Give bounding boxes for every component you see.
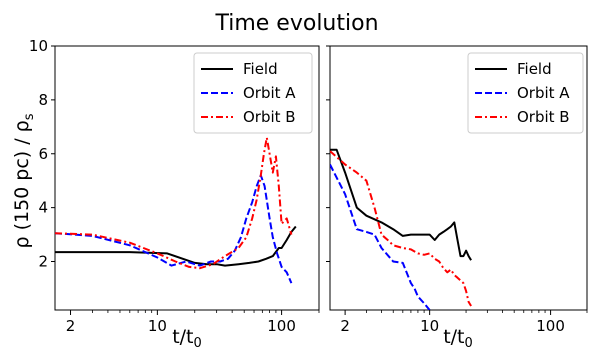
right-x-axis-label-main: t/t	[443, 326, 464, 347]
left-panel: 2 4 6 8 10 2 10 100 Field Orbit A Orbit B t/t0	[29, 37, 320, 347]
left-legend-orbitb-label: Orbit B	[243, 108, 296, 126]
right-legend-orbitb-label: Orbit B	[517, 108, 570, 126]
right-panel: 2 10 100 Field Orbit A Orbit B t/t0	[326, 45, 588, 347]
left-legend-orbita-label: Orbit A	[243, 84, 296, 102]
left-series-orbit-a	[55, 174, 293, 284]
left-x-tick-label: 100	[267, 317, 296, 335]
right-panel-ticks: 2 10 100	[326, 45, 588, 335]
left-panel-frame	[54, 45, 320, 311]
y-axis-label-sub: s	[22, 113, 37, 120]
left-y-tick-label: 6	[38, 145, 48, 163]
left-x-tick-label: 10	[148, 317, 167, 335]
right-x-axis-label-sub: 0	[465, 336, 473, 347]
left-x-axis-label-sub: 0	[194, 336, 202, 347]
right-legend: Field Orbit A Orbit B	[467, 52, 584, 134]
right-legend-field-label: Field	[517, 60, 552, 78]
right-x-axis-label: t/t0	[443, 326, 473, 347]
right-series-orbit-b	[330, 150, 472, 307]
right-series-orbit-a	[330, 164, 431, 310]
left-panel-ticks: 2 4 6 8 10 2 10 100	[29, 37, 320, 335]
left-y-tick-label: 10	[29, 37, 48, 55]
right-x-tick-label: 100	[536, 317, 565, 335]
figure-title: Time evolution	[214, 11, 378, 36]
left-y-tick-label: 8	[38, 91, 48, 109]
left-legend-box	[193, 52, 313, 134]
y-axis-label-main: ρ (150 pc) / ρ	[11, 120, 33, 248]
left-y-tick-label: 4	[38, 199, 48, 217]
right-legend-orbita-label: Orbit A	[517, 84, 570, 102]
left-x-tick-label: 2	[66, 317, 76, 335]
left-legend: Field Orbit A Orbit B	[193, 52, 313, 134]
left-legend-field-label: Field	[243, 60, 278, 78]
right-x-tick-label: 10	[420, 317, 439, 335]
y-axis-label: ρ (150 pc) / ρs	[11, 113, 37, 248]
right-panel-lines	[330, 148, 472, 310]
left-x-axis-label-main: t/t	[172, 326, 193, 347]
left-series-orbit-b	[55, 136, 293, 270]
right-panel-frame	[329, 45, 588, 311]
left-y-tick-label: 2	[38, 253, 48, 271]
right-legend-box	[467, 52, 584, 134]
right-series-field	[330, 148, 472, 261]
left-panel-lines	[55, 136, 297, 284]
left-x-axis-label: t/t0	[172, 326, 202, 347]
left-series-field	[55, 225, 297, 267]
right-x-tick-label: 2	[340, 317, 350, 335]
